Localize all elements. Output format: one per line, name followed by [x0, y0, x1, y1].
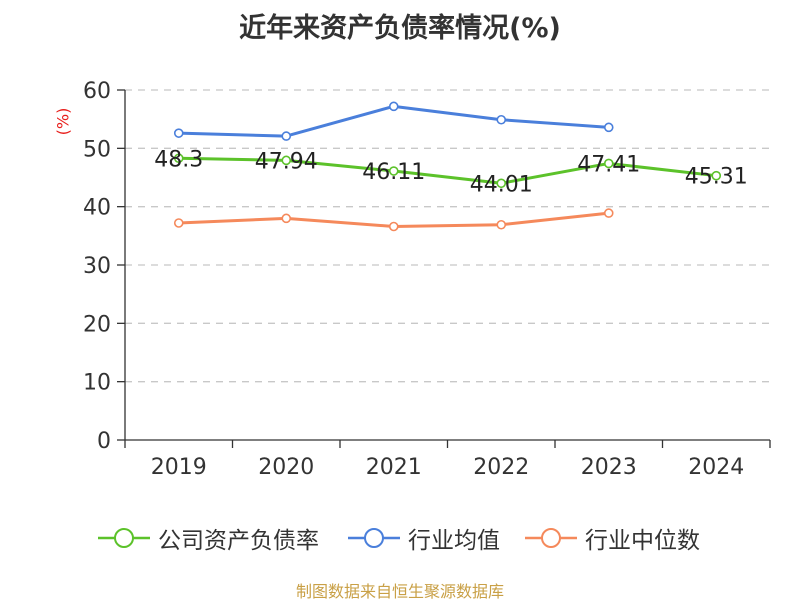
y-tick-label: 20: [83, 312, 111, 337]
y-tick-label: 30: [83, 254, 111, 279]
legend-item-industry-avg[interactable]: 行业均值: [348, 520, 500, 556]
x-tick-label: 2022: [473, 455, 529, 480]
data-point-industry-median[interactable]: [281, 213, 292, 224]
legend-item-industry-median[interactable]: 行业中位数: [525, 520, 700, 556]
data-point-company[interactable]: [388, 166, 399, 176]
data-point-company[interactable]: [711, 170, 722, 181]
y-tick-label: 0: [97, 429, 111, 454]
legend-line-marker-icon: [348, 528, 400, 548]
data-point-industry-median[interactable]: [173, 218, 184, 228]
data-point-industry-avg[interactable]: [173, 128, 184, 138]
data-label: 45.31: [685, 165, 748, 190]
x-tick-label: 2023: [581, 455, 637, 480]
data-label: 47.94: [255, 149, 318, 174]
data-point-company[interactable]: [496, 178, 507, 189]
legend-line-marker-icon: [98, 528, 150, 548]
data-point-industry-median[interactable]: [496, 219, 507, 230]
data-point-industry-avg[interactable]: [388, 101, 399, 112]
data-point-industry-avg[interactable]: [603, 122, 614, 133]
data-label: 46.11: [362, 160, 425, 185]
x-tick-label: 2020: [258, 455, 314, 480]
data-point-industry-median[interactable]: [388, 221, 399, 232]
grid-lines: [125, 89, 770, 383]
data-point-company[interactable]: [281, 155, 292, 166]
data-point-company[interactable]: [603, 158, 614, 169]
y-tick-label: 50: [83, 137, 111, 162]
data-point-industry-median[interactable]: [603, 208, 614, 218]
y-tick-label: 60: [83, 79, 111, 104]
legend: 公司资产负债率 行业均值 行业中位数: [0, 520, 800, 556]
data-label: 48.3: [154, 147, 203, 172]
data-source-note: 制图数据来自恒生聚源数据库: [295, 582, 504, 601]
chart-title: 近年来资产负债率情况(%): [239, 13, 561, 44]
series-line-company: [178, 156, 717, 185]
data-labels: 48.3 47.94 46.11 44.01 47.41 45.31: [154, 147, 747, 197]
data-point-industry-avg[interactable]: [281, 131, 292, 141]
legend-label-industry-avg: 行业均值: [408, 528, 500, 554]
x-tick-label: 2021: [366, 455, 422, 480]
x-tick-label: 2024: [688, 455, 744, 480]
legend-item-company[interactable]: 公司资产负债率: [98, 520, 319, 556]
legend-label-industry-median: 行业中位数: [585, 528, 700, 554]
data-label: 47.41: [577, 152, 640, 177]
data-point-industry-avg[interactable]: [496, 114, 507, 125]
series-lines: [173, 101, 722, 232]
axes: 0 10 20 30 40 50 60 2019 2020 2021 2022 2023 2024: [83, 79, 771, 480]
x-tick-label: 2019: [151, 455, 207, 480]
y-tick-label: 10: [83, 371, 111, 396]
y-tick-label: 40: [83, 196, 111, 221]
data-point-company[interactable]: [173, 153, 184, 164]
legend-label-company: 公司资产负债率: [158, 528, 319, 554]
legend-line-marker-icon: [525, 528, 577, 548]
data-label: 44.01: [470, 172, 533, 197]
